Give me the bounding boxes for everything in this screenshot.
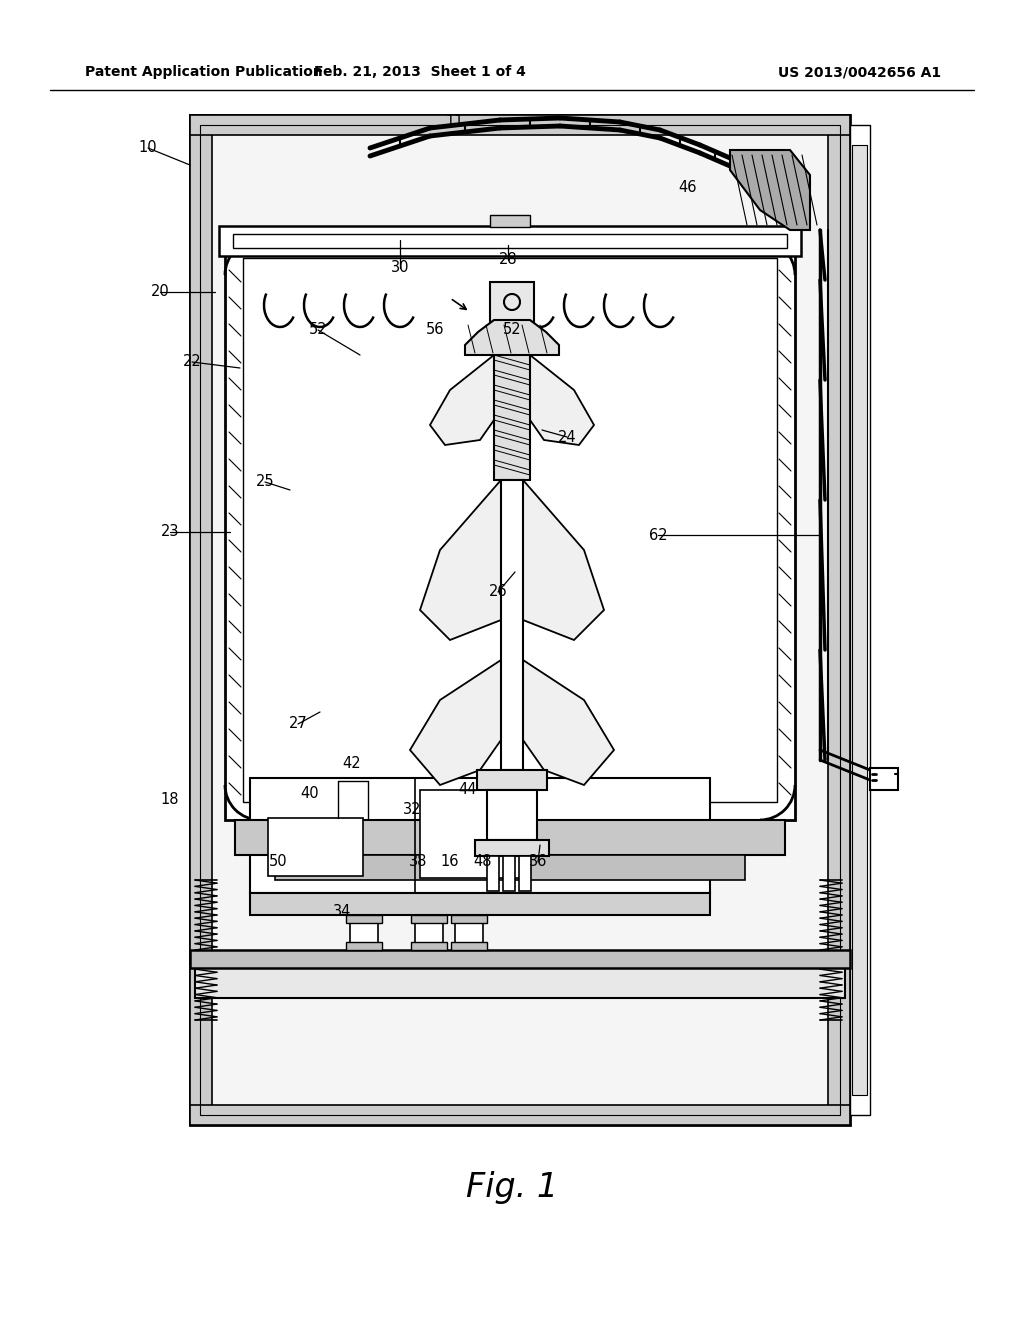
Bar	[475, 840, 549, 855]
Bar	[275, 855, 745, 880]
Text: 26: 26	[488, 585, 507, 599]
Bar	[350, 915, 378, 950]
Bar	[494, 319, 530, 480]
Bar	[346, 942, 382, 950]
Polygon shape	[523, 480, 604, 640]
Text: Feb. 21, 2013  Sheet 1 of 4: Feb. 21, 2013 Sheet 1 of 4	[314, 65, 526, 79]
Bar	[250, 894, 710, 915]
Bar	[455, 915, 483, 950]
Text: 52: 52	[503, 322, 521, 338]
Bar	[503, 855, 515, 891]
Bar	[451, 915, 487, 923]
Text: 18: 18	[161, 792, 179, 808]
Text: 36: 36	[528, 854, 547, 870]
Bar	[234, 820, 785, 855]
Text: 44: 44	[459, 783, 477, 797]
Bar	[250, 777, 710, 894]
Text: 56: 56	[426, 322, 444, 338]
Bar	[487, 855, 499, 891]
Bar	[519, 855, 531, 891]
Text: 52: 52	[308, 322, 328, 338]
Text: 38: 38	[409, 854, 427, 870]
Polygon shape	[465, 319, 559, 355]
Text: 25: 25	[256, 474, 274, 490]
Bar	[195, 968, 845, 998]
Bar	[490, 282, 534, 322]
Text: US 2013/0042656 A1: US 2013/0042656 A1	[778, 65, 941, 79]
Polygon shape	[523, 660, 614, 785]
Bar	[870, 768, 898, 789]
Text: 62: 62	[648, 528, 668, 543]
Text: 42: 42	[343, 756, 361, 771]
Bar	[852, 145, 867, 1096]
Bar	[233, 234, 787, 248]
Text: 30: 30	[391, 260, 410, 276]
Text: 50: 50	[268, 854, 288, 870]
Bar	[487, 789, 537, 840]
Bar	[828, 115, 850, 1125]
Bar	[190, 115, 212, 1125]
Bar	[225, 240, 795, 820]
Bar	[411, 915, 447, 923]
Text: 22: 22	[182, 355, 202, 370]
Text: 46: 46	[679, 181, 697, 195]
Text: Fig. 1: Fig. 1	[466, 1172, 558, 1204]
Text: 10: 10	[138, 140, 158, 156]
Polygon shape	[420, 480, 501, 640]
Text: 28: 28	[499, 252, 517, 268]
Text: 27: 27	[289, 717, 307, 731]
Bar	[243, 257, 777, 803]
Bar	[200, 125, 840, 1115]
Text: Patent Application Publication: Patent Application Publication	[85, 65, 323, 79]
Bar	[451, 942, 487, 950]
Bar	[190, 950, 850, 968]
Bar	[501, 480, 523, 770]
Text: 34: 34	[333, 904, 351, 920]
Text: 23: 23	[161, 524, 179, 540]
Bar	[490, 215, 530, 227]
Polygon shape	[430, 355, 494, 445]
Bar	[411, 942, 447, 950]
Text: 24: 24	[558, 429, 577, 445]
Text: 16: 16	[440, 854, 459, 870]
Text: 40: 40	[301, 787, 319, 801]
Bar	[346, 915, 382, 923]
Text: 11: 11	[445, 115, 464, 129]
Text: 20: 20	[151, 285, 169, 300]
Polygon shape	[530, 355, 594, 445]
Polygon shape	[410, 660, 501, 785]
Bar	[190, 1105, 850, 1125]
Bar	[415, 915, 443, 950]
Bar	[219, 226, 801, 256]
Bar	[190, 115, 850, 135]
Bar	[477, 770, 547, 789]
Bar	[190, 115, 850, 1125]
Bar	[420, 789, 530, 878]
Text: 48: 48	[474, 854, 493, 870]
Text: 32: 32	[402, 803, 421, 817]
Bar	[268, 818, 362, 876]
Polygon shape	[730, 150, 810, 230]
Bar	[850, 125, 870, 1115]
